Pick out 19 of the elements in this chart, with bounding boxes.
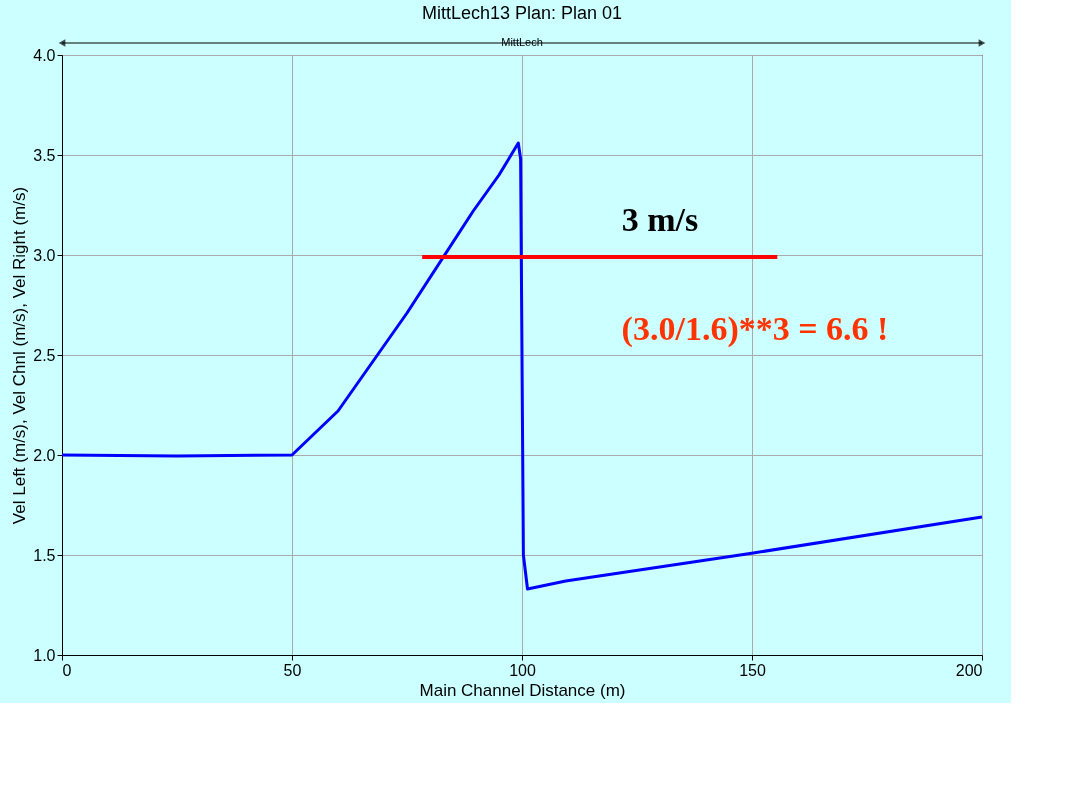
y-tick-label: 4.0: [33, 46, 56, 64]
x-tick-label: 50: [283, 661, 302, 679]
x-tick-label: 200: [955, 661, 983, 679]
y-tick-label: 3.5: [33, 146, 56, 164]
y-tick-label: 2.0: [33, 446, 56, 464]
annotation: 3 m/s: [621, 201, 699, 238]
y-axis-title: Vel Left (m/s), Vel Chnl (m/s), Vel Right (m/s): [10, 186, 30, 525]
chart-title: MittLech13 Plan: Plan 01: [421, 3, 623, 23]
annotation: (3.0/1.6)**3 = 6.6 !: [621, 310, 889, 348]
text: MittLech: [501, 36, 543, 48]
x-tick-label: 100: [509, 661, 536, 679]
x-tick-label: 0: [62, 661, 72, 679]
y-tick-label: 1.5: [33, 546, 56, 564]
x-axis-title: Main Channel Distance (m): [419, 680, 626, 700]
y-tick-label: 3.0: [33, 246, 56, 264]
y-tick-label: 1.0: [33, 646, 56, 664]
y-tick-label: 2.5: [33, 346, 56, 364]
line-series: [60, 141, 984, 591]
x-tick-label: 150: [739, 661, 766, 679]
